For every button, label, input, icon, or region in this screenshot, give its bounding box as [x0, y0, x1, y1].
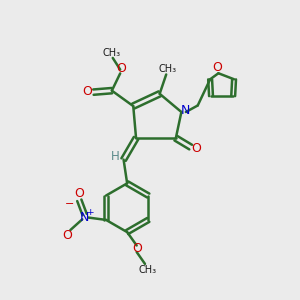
- Text: O: O: [192, 142, 202, 155]
- Text: O: O: [62, 230, 72, 242]
- Text: +: +: [85, 208, 93, 217]
- Text: CH₃: CH₃: [159, 64, 177, 74]
- Text: N: N: [80, 211, 89, 224]
- Text: O: O: [82, 85, 92, 98]
- Text: O: O: [132, 242, 142, 255]
- Text: CH₃: CH₃: [102, 48, 120, 58]
- Text: O: O: [116, 61, 126, 75]
- Text: N: N: [180, 104, 190, 117]
- Text: −: −: [64, 199, 74, 209]
- Text: O: O: [74, 187, 84, 200]
- Text: H: H: [111, 149, 120, 163]
- Text: CH₃: CH₃: [139, 265, 157, 275]
- Text: O: O: [212, 61, 222, 74]
